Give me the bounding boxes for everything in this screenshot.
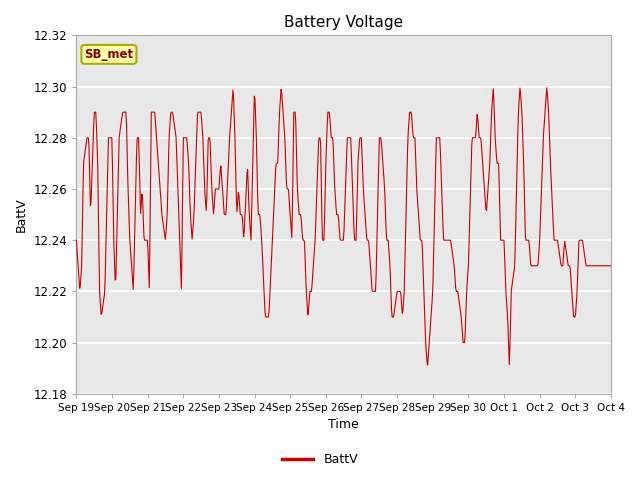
Y-axis label: BattV: BattV	[15, 197, 28, 232]
X-axis label: Time: Time	[328, 419, 359, 432]
Legend: BattV: BattV	[277, 448, 363, 471]
Text: SB_met: SB_met	[84, 48, 134, 61]
Title: Battery Voltage: Battery Voltage	[284, 15, 403, 30]
